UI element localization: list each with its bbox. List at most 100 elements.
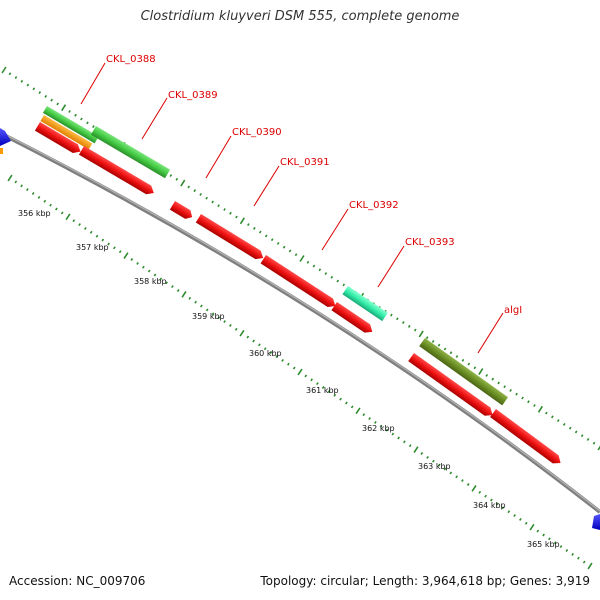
minor-tick [527, 400, 530, 404]
major-tick [418, 330, 424, 338]
minor-tick [188, 296, 192, 300]
minor-tick [235, 215, 238, 219]
minor-tick [521, 396, 524, 400]
minor-tick [562, 422, 566, 426]
minor-tick [263, 347, 267, 351]
minor-tick [253, 226, 256, 230]
minor-tick [473, 366, 477, 370]
gene-label: CKL_0389 [168, 90, 218, 101]
minor-tick [565, 549, 569, 552]
minor-tick [515, 392, 518, 396]
gene-label: CKL_0391 [280, 157, 330, 168]
minor-tick [413, 328, 417, 332]
minor-tick [324, 272, 328, 276]
minor-tick [592, 441, 596, 445]
minor-tick [333, 393, 337, 397]
kbp-label: 358 kbp [134, 277, 167, 286]
major-tick [537, 405, 543, 413]
label-leader [141, 97, 168, 140]
minor-tick [449, 351, 453, 355]
minor-tick [276, 241, 280, 245]
minor-tick [281, 358, 284, 362]
cds-arrow [490, 409, 561, 464]
minor-tick [345, 401, 348, 405]
kbp-label: 359 kbp [192, 312, 225, 321]
genome-backbone-highlight [0, 131, 600, 512]
gene-label: algI [504, 305, 522, 316]
minor-tick [217, 316, 221, 320]
cds-arrow [34, 122, 81, 153]
scale-tick-ring [7, 174, 593, 570]
minor-tick [368, 417, 371, 421]
genome-backbone [0, 131, 600, 514]
kbp-label: 360 kbp [249, 349, 282, 358]
minor-tick [211, 200, 214, 204]
minor-tick [407, 324, 411, 328]
minor-tick [229, 211, 232, 215]
major-tick [297, 368, 303, 376]
gene-algi [419, 338, 509, 406]
minor-tick [43, 199, 47, 203]
minor-tick [86, 121, 89, 125]
minor-tick [50, 98, 53, 102]
minor-tick [56, 102, 59, 106]
major-tick [478, 368, 484, 376]
minor-tick [455, 475, 458, 479]
minor-tick [80, 117, 83, 121]
minor-tick [461, 479, 464, 483]
minor-tick [130, 258, 134, 261]
cds-arrow [78, 146, 154, 195]
minor-tick [408, 444, 412, 448]
minor-tick [397, 436, 400, 440]
minor-tick [38, 91, 42, 95]
minor-tick [287, 362, 290, 366]
gene-blue-left [0, 128, 11, 146]
minor-tick [60, 211, 64, 215]
minor-tick [159, 277, 163, 281]
cds-arrow [169, 201, 193, 219]
minor-tick [95, 234, 99, 238]
major-tick [239, 329, 245, 337]
minor-tick [437, 463, 441, 467]
major-tick [1, 66, 7, 74]
minor-tick [571, 552, 574, 556]
minor-tick [455, 355, 459, 358]
genome-summary-text: Topology: circular; Length: 3,964,618 bp… [260, 574, 590, 588]
minor-tick [431, 339, 435, 343]
minor-tick [217, 204, 220, 208]
minor-tick [306, 260, 310, 264]
minor-tick [14, 180, 18, 184]
scale-labels: 356 kbp 357 kbp 358 kbp 359 kbp 360 kbp … [18, 209, 560, 549]
minor-tick [171, 285, 174, 289]
map-title: Clostridium kluyveri DSM 555, complete g… [140, 9, 460, 24]
minor-tick [542, 533, 545, 537]
minor-tick [312, 264, 316, 268]
minor-tick [68, 110, 71, 113]
minor-tick [205, 308, 209, 312]
minor-tick [556, 419, 560, 423]
minor-tick [20, 184, 23, 188]
minor-tick [497, 381, 500, 385]
minor-tick [449, 471, 453, 475]
kbp-label: 365 kbp [527, 540, 560, 549]
minor-tick [437, 343, 441, 347]
minor-tick [548, 537, 551, 541]
minor-tick [513, 514, 516, 518]
minor-tick [118, 250, 122, 254]
label-leader [477, 312, 504, 354]
minor-tick [194, 300, 197, 304]
gene-ckl-0393 [342, 286, 388, 322]
minor-tick [467, 362, 471, 366]
minor-tick [107, 242, 110, 246]
major-tick [181, 291, 187, 298]
kbp-label: 364 kbp [473, 501, 506, 510]
gene-features [0, 106, 600, 530]
label-leader [321, 208, 349, 251]
minor-tick [84, 226, 87, 230]
minor-tick [402, 321, 405, 325]
major-tick [471, 485, 477, 492]
cds-arrow [260, 255, 336, 307]
minor-tick [507, 510, 511, 514]
minor-tick [385, 428, 389, 432]
